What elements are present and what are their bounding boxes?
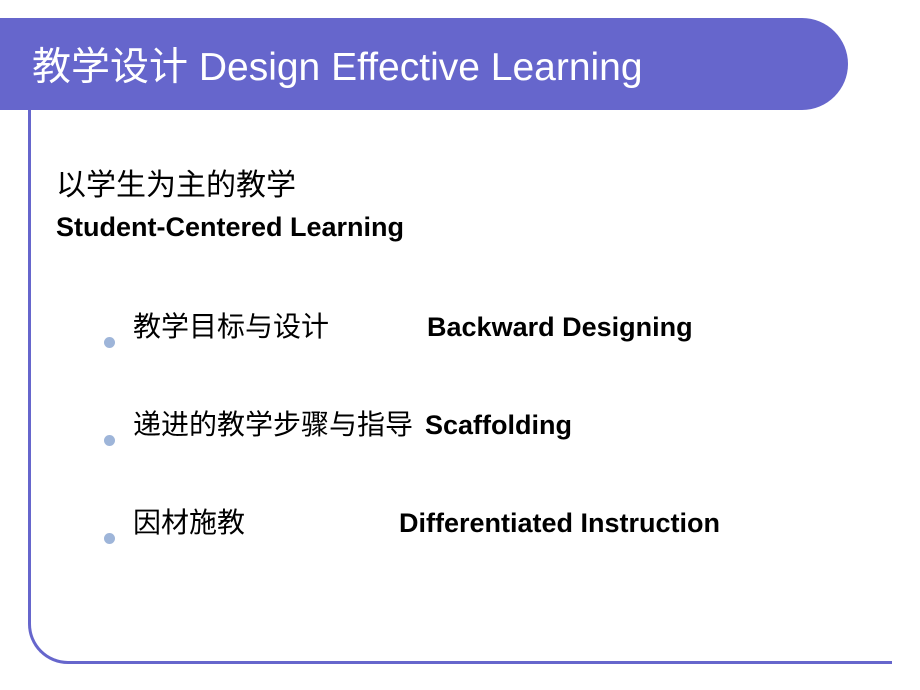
- bullet-icon: [104, 533, 115, 544]
- bullet-list: 教学目标与设计 Backward Designing 递进的教学步骤与指导 Sc…: [56, 305, 876, 541]
- slide-header: 教学设计 Design Effective Learning: [0, 18, 848, 110]
- slide-title: 教学设计 Design Effective Learning: [32, 36, 643, 92]
- item-text: 教学目标与设计 Backward Designing: [133, 305, 693, 345]
- item-chinese: 因材施教: [133, 501, 245, 541]
- item-chinese: 递进的教学步骤与指导: [133, 403, 413, 443]
- item-text: 因材施教 Differentiated Instruction: [133, 501, 720, 541]
- bullet-icon: [104, 435, 115, 446]
- subtitle-chinese: 以学生为主的教学: [56, 160, 876, 204]
- item-text: 递进的教学步骤与指导 Scaffolding: [133, 403, 572, 443]
- item-english: Scaffolding: [425, 410, 572, 441]
- bullet-icon: [104, 337, 115, 348]
- subtitle-english: Student-Centered Learning: [56, 212, 876, 243]
- item-english: Backward Designing: [427, 312, 693, 343]
- list-item: 教学目标与设计 Backward Designing: [104, 305, 876, 345]
- list-item: 因材施教 Differentiated Instruction: [104, 501, 876, 541]
- slide-content: 以学生为主的教学 Student-Centered Learning 教学目标与…: [56, 160, 876, 599]
- item-english: Differentiated Instruction: [399, 508, 720, 539]
- list-item: 递进的教学步骤与指导 Scaffolding: [104, 403, 876, 443]
- item-chinese: 教学目标与设计: [133, 305, 329, 345]
